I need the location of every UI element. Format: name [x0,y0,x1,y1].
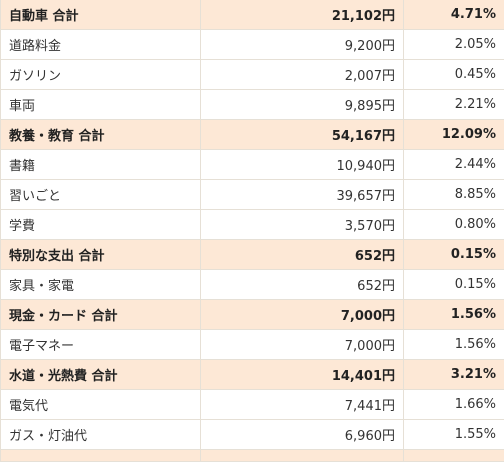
subcategory-percent: 1.56% [403,329,504,360]
subcategory-name: 道路料金 [0,29,201,60]
subcategory-name: 家具・家電 [0,269,201,300]
cut-off-cell [403,449,504,462]
subcategory-amount: 9,895円 [200,89,404,120]
cut-off-cell [200,449,404,462]
category-amount: 652円 [200,239,404,270]
subcategory-row: ガス・灯油代 6,960円 1.55% [0,419,504,450]
category-percent: 3.21% [403,359,504,390]
cut-off-cell [0,449,201,462]
subcategory-amount: 3,570円 [200,209,404,240]
subcategory-percent: 1.55% [403,419,504,450]
subcategory-name: 車両 [0,89,201,120]
subcategory-amount: 39,657円 [200,179,404,210]
subcategory-row: 習いごと 39,657円 8.85% [0,179,504,210]
category-percent: 12.09% [403,119,504,150]
subcategory-amount: 7,441円 [200,389,404,420]
subcategory-row: 電気代 7,441円 1.66% [0,389,504,420]
subcategory-row: 学費 3,570円 0.80% [0,209,504,240]
subcategory-percent: 0.15% [403,269,504,300]
subcategory-name: ガソリン [0,59,201,90]
category-amount: 54,167円 [200,119,404,150]
subcategory-row: 書籍 10,940円 2.44% [0,149,504,180]
subcategory-name: 書籍 [0,149,201,180]
expense-table-body: 自動車 合計 21,102円 4.71% 道路料金 9,200円 2.05% ガ… [0,0,504,462]
next-category-row-partial [0,449,504,462]
subcategory-percent: 2.44% [403,149,504,180]
category-total-row: 教養・教育 合計 54,167円 12.09% [0,119,504,150]
subcategory-name: 習いごと [0,179,201,210]
category-percent: 0.15% [403,239,504,270]
subcategory-name: 学費 [0,209,201,240]
subcategory-name: 電子マネー [0,329,201,360]
subcategory-percent: 2.05% [403,29,504,60]
category-total-row: 特別な支出 合計 652円 0.15% [0,239,504,270]
subcategory-amount: 652円 [200,269,404,300]
subcategory-amount: 9,200円 [200,29,404,60]
category-percent: 4.71% [403,0,504,30]
subcategory-percent: 1.66% [403,389,504,420]
subcategory-percent: 0.80% [403,209,504,240]
subcategory-row: 道路料金 9,200円 2.05% [0,29,504,60]
subcategory-percent: 8.85% [403,179,504,210]
subcategory-row: 家具・家電 652円 0.15% [0,269,504,300]
category-name: 特別な支出 合計 [0,239,201,270]
category-amount: 21,102円 [200,0,404,30]
category-total-row: 現金・カード 合計 7,000円 1.56% [0,299,504,330]
category-amount: 7,000円 [200,299,404,330]
subcategory-amount: 2,007円 [200,59,404,90]
subcategory-amount: 6,960円 [200,419,404,450]
subcategory-percent: 2.21% [403,89,504,120]
category-total-row: 自動車 合計 21,102円 4.71% [0,0,504,30]
subcategory-name: ガス・灯油代 [0,419,201,450]
category-percent: 1.56% [403,299,504,330]
subcategory-amount: 7,000円 [200,329,404,360]
subcategory-percent: 0.45% [403,59,504,90]
category-name: 教養・教育 合計 [0,119,201,150]
category-name: 自動車 合計 [0,0,201,30]
subcategory-name: 電気代 [0,389,201,420]
subcategory-amount: 10,940円 [200,149,404,180]
category-total-row: 水道・光熱費 合計 14,401円 3.21% [0,359,504,390]
category-name: 水道・光熱費 合計 [0,359,201,390]
subcategory-row: 車両 9,895円 2.21% [0,89,504,120]
category-amount: 14,401円 [200,359,404,390]
subcategory-row: ガソリン 2,007円 0.45% [0,59,504,90]
category-name: 現金・カード 合計 [0,299,201,330]
subcategory-row: 電子マネー 7,000円 1.56% [0,329,504,360]
expense-breakdown-table: 自動車 合計 21,102円 4.71% 道路料金 9,200円 2.05% ガ… [0,0,504,462]
